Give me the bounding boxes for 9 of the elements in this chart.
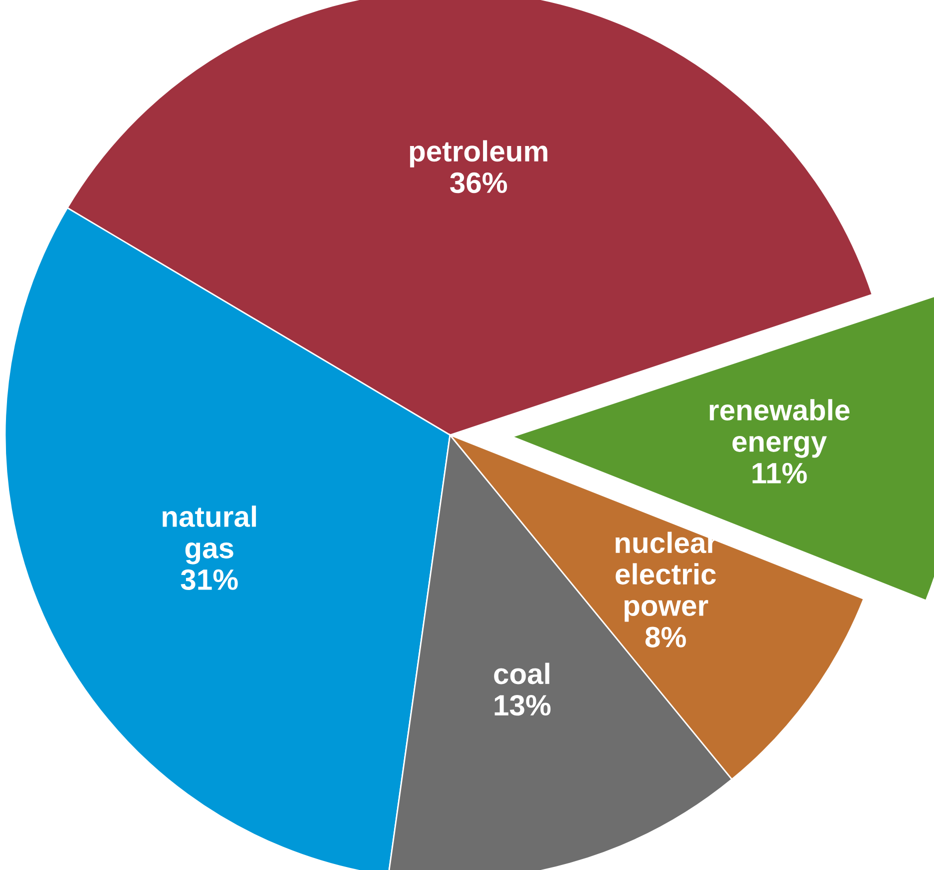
data-label: 11% [752, 462, 807, 484]
data-label: 36% [450, 172, 508, 194]
slice-label: coal [494, 662, 550, 684]
data-label: 13% [494, 694, 551, 716]
slice-label: petroleum [410, 140, 548, 168]
slice-label: natural gas [162, 506, 256, 564]
slice-label: renewable energy [710, 399, 850, 458]
data-label: 31% [180, 569, 238, 590]
data-label: 8% [645, 626, 686, 648]
